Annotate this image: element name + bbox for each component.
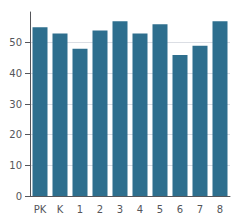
svg-text:40: 40 — [9, 68, 22, 79]
svg-text:K: K — [57, 204, 64, 215]
svg-text:50: 50 — [9, 37, 22, 48]
svg-text:6: 6 — [177, 204, 183, 215]
svg-text:1: 1 — [77, 204, 83, 215]
svg-text:4: 4 — [137, 204, 143, 215]
svg-text:7: 7 — [197, 204, 203, 215]
svg-text:3: 3 — [117, 204, 123, 215]
svg-text:0: 0 — [16, 191, 22, 202]
svg-text:PK: PK — [34, 204, 47, 215]
svg-text:2: 2 — [97, 204, 103, 215]
svg-text:10: 10 — [9, 160, 22, 171]
svg-text:8: 8 — [217, 204, 223, 215]
svg-text:5: 5 — [157, 204, 163, 215]
svg-text:30: 30 — [9, 99, 22, 110]
svg-text:20: 20 — [9, 129, 22, 140]
